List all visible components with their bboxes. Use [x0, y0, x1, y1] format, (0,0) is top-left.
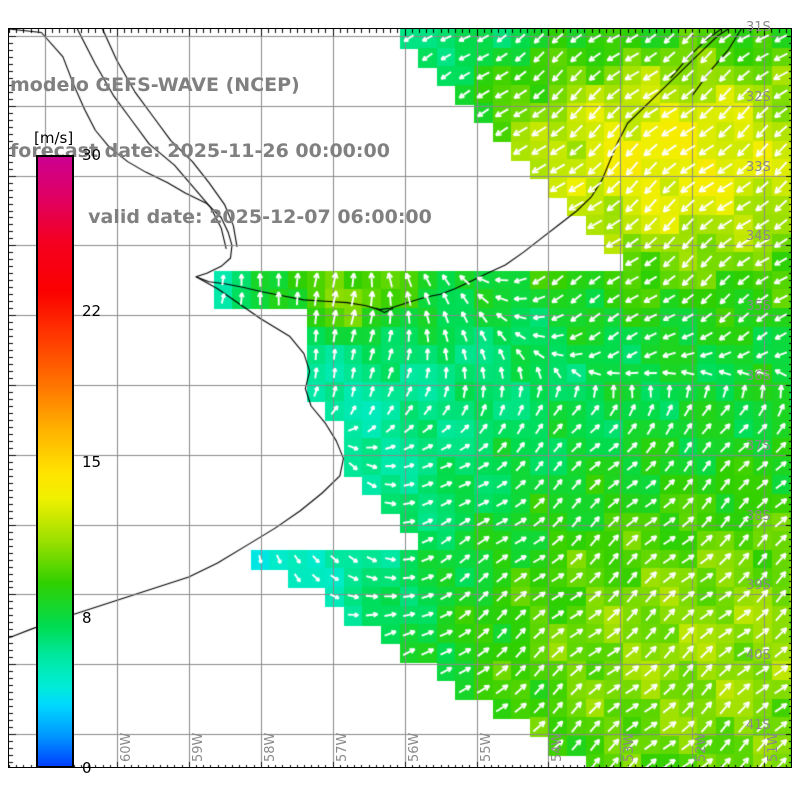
colorbar-tick-22: 22	[82, 302, 102, 321]
lat-label-33S: 33S	[746, 159, 771, 175]
colorbar-tick-15: 15	[82, 452, 102, 471]
lon-label-54W: 54W	[550, 732, 566, 762]
colorbar-tick-30: 30	[82, 146, 102, 164]
colorbar-tick-8: 8	[82, 608, 92, 627]
title-block: modelo GEFS-WAVE (NCEP) forecast date: 2…	[10, 30, 510, 272]
lat-label-38S: 38S	[746, 508, 771, 524]
colorbar-tick-0: 0	[82, 759, 92, 777]
wind-direction-arrows	[9, 29, 791, 767]
lat-label-39S: 39S	[746, 578, 771, 594]
lon-label-56W: 56W	[406, 732, 422, 762]
lon-label-58W: 58W	[262, 732, 278, 762]
lon-label-57W: 57W	[334, 732, 350, 762]
lat-label-31S: 31S	[746, 19, 771, 35]
lon-label-52W: 52W	[694, 732, 710, 762]
lat-label-35S: 35S	[746, 299, 771, 315]
forecast-date-line: forecast date: 2025-11-26 00:00:00	[10, 140, 390, 162]
lon-label-55W: 55W	[478, 732, 494, 762]
lon-label-53W: 53W	[622, 732, 638, 762]
lat-label-41S: 41S	[746, 718, 771, 734]
lat-label-40S: 40S	[746, 648, 771, 664]
model-title: modelo GEFS-WAVE (NCEP)	[10, 74, 300, 96]
lon-label-59W: 59W	[190, 732, 206, 762]
colorbar-gradient	[36, 155, 74, 768]
lat-label-34S: 34S	[746, 229, 771, 245]
lat-label-36S: 36S	[746, 369, 771, 385]
lat-label-32S: 32S	[746, 89, 771, 105]
map-frame[interactable]	[8, 28, 792, 768]
valid-date-line: valid date: 2025-12-07 06:00:00	[88, 206, 432, 228]
lon-label-51W: 51W	[766, 732, 782, 762]
lon-label-60W: 60W	[118, 732, 134, 762]
colorbar-unit-label: [m/s]	[34, 129, 74, 147]
lat-label-37S: 37S	[746, 438, 771, 454]
